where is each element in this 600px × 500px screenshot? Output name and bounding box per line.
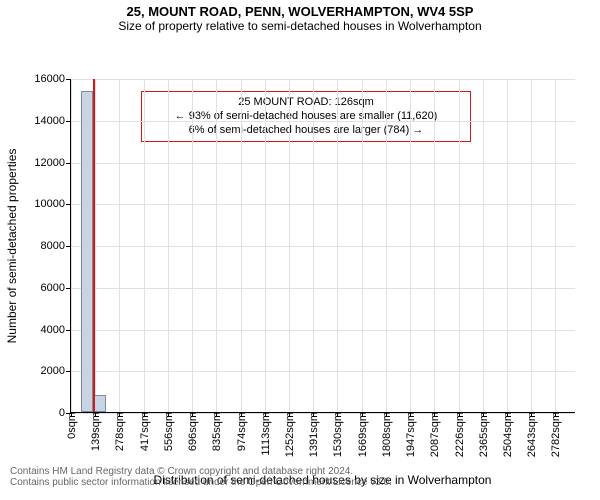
gridline-vertical: [119, 79, 120, 412]
xtick-label: 417sqm: [137, 412, 151, 451]
gridline-vertical: [216, 79, 217, 412]
xtick-label: 974sqm: [234, 412, 248, 451]
gridline-horizontal: [71, 246, 575, 247]
xtick-label: 835sqm: [209, 412, 223, 451]
gridline-vertical: [362, 79, 363, 412]
y-axis-label: Number of semi-detached properties: [5, 149, 19, 344]
gridline-vertical: [144, 79, 145, 412]
ytick-label: 10000: [34, 198, 71, 210]
xtick-label: 696sqm: [185, 412, 199, 451]
gridline-vertical: [434, 79, 435, 412]
ytick-label: 2000: [41, 365, 71, 377]
ytick-label: 4000: [41, 324, 71, 336]
gridline-vertical: [483, 79, 484, 412]
footer-line-1: Contains HM Land Registry data © Crown c…: [10, 466, 590, 477]
footer: Contains HM Land Registry data © Crown c…: [0, 460, 600, 494]
xtick-label: 278sqm: [112, 412, 126, 451]
plot-region: 25 MOUNT ROAD: 126sqm ← 93% of semi-deta…: [70, 79, 575, 413]
xtick-label: 1808sqm: [379, 412, 393, 457]
xtick-label: 2643sqm: [524, 412, 538, 457]
ytick-label: 14000: [34, 115, 71, 127]
gridline-vertical: [289, 79, 290, 412]
gridline-horizontal: [71, 79, 575, 80]
ytick-label: 12000: [34, 157, 71, 169]
gridline-vertical: [192, 79, 193, 412]
gridline-vertical: [313, 79, 314, 412]
xtick-label: 556sqm: [161, 412, 175, 451]
chart-subtitle: Size of property relative to semi-detach…: [0, 19, 600, 33]
gridline-vertical: [95, 79, 96, 412]
gridline-vertical: [386, 79, 387, 412]
gridline-vertical: [241, 79, 242, 412]
xtick-label: 1530sqm: [330, 412, 344, 457]
xtick-label: 2087sqm: [427, 412, 441, 457]
xtick-label: 1669sqm: [355, 412, 369, 457]
annotation-box: 25 MOUNT ROAD: 126sqm ← 93% of semi-deta…: [141, 91, 471, 142]
xtick-label: 1113sqm: [258, 412, 272, 456]
gridline-vertical: [265, 79, 266, 412]
gridline-vertical: [168, 79, 169, 412]
gridline-vertical: [507, 79, 508, 412]
gridline-horizontal: [71, 121, 575, 122]
xtick-label: 1252sqm: [282, 412, 296, 457]
xtick-label: 2504sqm: [500, 412, 514, 457]
gridline-horizontal: [71, 288, 575, 289]
ytick-label: 16000: [34, 73, 71, 85]
xtick-label: 2782sqm: [548, 412, 562, 457]
gridline-vertical: [531, 79, 532, 412]
gridline-horizontal: [71, 204, 575, 205]
gridline-horizontal: [71, 163, 575, 164]
gridline-horizontal: [71, 330, 575, 331]
annotation-line-3: 6% of semi-detached houses are larger (7…: [150, 124, 462, 138]
xtick-label: 139sqm: [88, 412, 102, 451]
gridline-horizontal: [71, 371, 575, 372]
chart-title: 25, MOUNT ROAD, PENN, WOLVERHAMPTON, WV4…: [0, 0, 600, 19]
xtick-label: 1391sqm: [306, 412, 320, 457]
xtick-label: 0sqm: [64, 412, 78, 439]
ytick-label: 6000: [41, 282, 71, 294]
gridline-vertical: [555, 79, 556, 412]
histogram-bar: [94, 395, 106, 412]
ytick-label: 8000: [41, 240, 71, 252]
gridline-vertical: [410, 79, 411, 412]
annotation-line-1: 25 MOUNT ROAD: 126sqm: [150, 96, 462, 110]
gridline-vertical: [71, 79, 72, 412]
xtick-label: 2365sqm: [476, 412, 490, 457]
gridline-vertical: [337, 79, 338, 412]
histogram-bar: [81, 91, 93, 412]
footer-line-2: Contains public sector information licen…: [10, 477, 590, 488]
xtick-label: 1947sqm: [403, 412, 417, 457]
xtick-label: 2226sqm: [452, 412, 466, 457]
gridline-vertical: [459, 79, 460, 412]
property-marker-line: [93, 79, 95, 412]
